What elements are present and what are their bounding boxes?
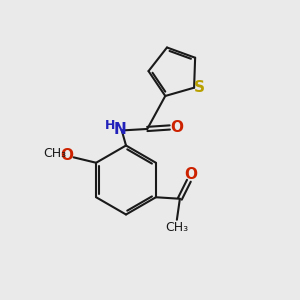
Text: CH₃: CH₃ (44, 147, 67, 160)
Text: O: O (170, 120, 183, 135)
Text: H: H (105, 118, 115, 132)
Text: S: S (194, 80, 205, 95)
Text: CH₃: CH₃ (165, 221, 188, 234)
Text: N: N (113, 122, 126, 137)
Text: O: O (184, 167, 197, 182)
Text: O: O (61, 148, 74, 163)
